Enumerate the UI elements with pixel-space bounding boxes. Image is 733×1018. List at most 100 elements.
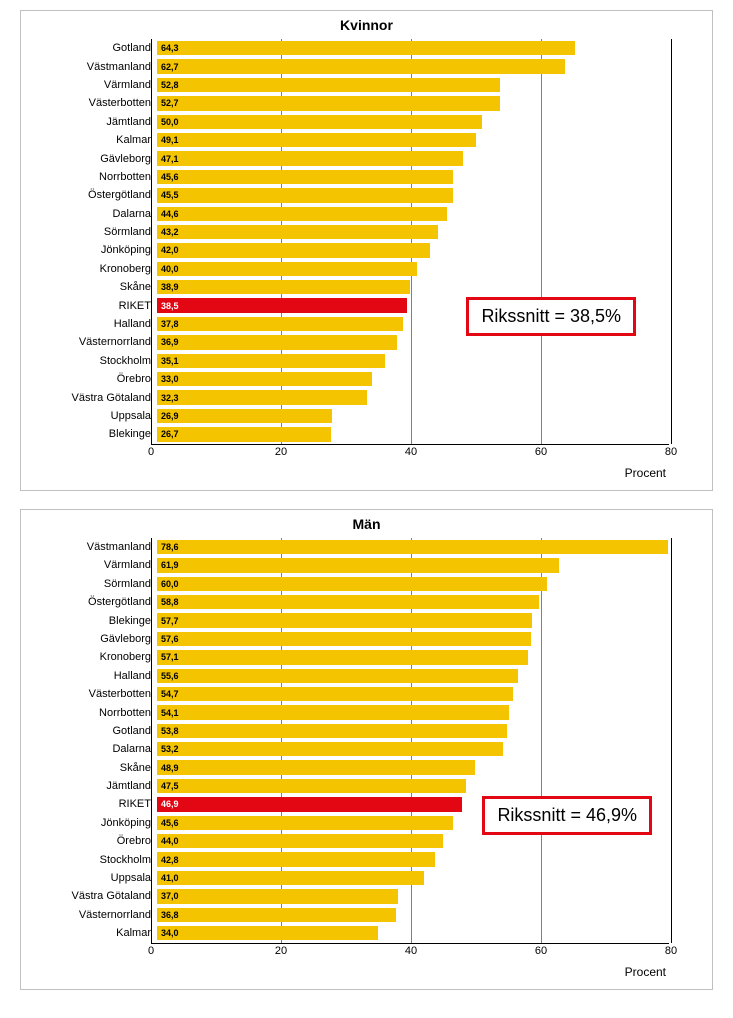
bar-value-label: 49,1 bbox=[161, 135, 179, 145]
bar-value-label: 64,3 bbox=[161, 43, 179, 53]
bar-value-label: 52,8 bbox=[161, 80, 179, 90]
category-label: Värmland bbox=[21, 559, 157, 571]
bar-row: Västmanland62,7 bbox=[21, 57, 712, 75]
bar-row: Dalarna44,6 bbox=[21, 205, 712, 223]
bar-track: 57,6 bbox=[157, 630, 677, 648]
category-label: Västernorrland bbox=[21, 909, 157, 921]
category-label: Västmanland bbox=[21, 61, 157, 73]
bar-row: Västra Götaland37,0 bbox=[21, 887, 712, 905]
bar bbox=[157, 262, 417, 276]
category-label: Skåne bbox=[21, 281, 157, 293]
bar-track: 78,6 bbox=[157, 538, 677, 556]
bar-value-label: 26,7 bbox=[161, 429, 179, 439]
bar-row: Jämtland50,0 bbox=[21, 113, 712, 131]
bar-highlight bbox=[157, 298, 407, 312]
bar-track: 42,8 bbox=[157, 850, 677, 868]
category-label: Västra Götaland bbox=[21, 392, 157, 404]
bar bbox=[157, 871, 424, 885]
category-label: Kalmar bbox=[21, 134, 157, 146]
bar-highlight bbox=[157, 797, 462, 811]
category-label: Gävleborg bbox=[21, 633, 157, 645]
x-axis-line bbox=[151, 943, 669, 944]
bar-track: 47,1 bbox=[157, 149, 677, 167]
bar-row: Värmland52,8 bbox=[21, 76, 712, 94]
bar-row: Blekinge57,7 bbox=[21, 611, 712, 629]
bar-track: 44,6 bbox=[157, 205, 677, 223]
bar-track: 26,7 bbox=[157, 425, 677, 443]
category-label: Västmanland bbox=[21, 541, 157, 553]
bar-row: Gävleborg57,6 bbox=[21, 630, 712, 648]
bar-value-label: 46,9 bbox=[161, 799, 179, 809]
category-label: Norrbotten bbox=[21, 171, 157, 183]
bar-value-label: 54,7 bbox=[161, 689, 179, 699]
x-axis-tick: 40 bbox=[405, 446, 417, 458]
category-label: Jämtland bbox=[21, 780, 157, 792]
x-axis-tick: 80 bbox=[665, 446, 677, 458]
bar bbox=[157, 317, 403, 331]
x-axis-tick: 60 bbox=[535, 446, 547, 458]
bar-value-label: 45,5 bbox=[161, 190, 179, 200]
bar-track: 45,5 bbox=[157, 186, 677, 204]
bar-value-label: 32,3 bbox=[161, 393, 179, 403]
bar-track: 33,0 bbox=[157, 370, 677, 388]
bar-row: Sörmland43,2 bbox=[21, 223, 712, 241]
bar-row: Stockholm35,1 bbox=[21, 352, 712, 370]
x-axis-tick: 0 bbox=[148, 446, 154, 458]
bar-value-label: 42,0 bbox=[161, 245, 179, 255]
bar-value-label: 50,0 bbox=[161, 117, 179, 127]
category-label: Västernorrland bbox=[21, 336, 157, 348]
bar-track: 43,2 bbox=[157, 223, 677, 241]
bar-row: Kalmar 49,1 bbox=[21, 131, 712, 149]
bar bbox=[157, 687, 513, 701]
bar-value-label: 52,7 bbox=[161, 98, 179, 108]
category-label: Örebro bbox=[21, 835, 157, 847]
bar-value-label: 53,8 bbox=[161, 726, 179, 736]
bar-value-label: 38,9 bbox=[161, 282, 179, 292]
bar-track: 57,1 bbox=[157, 648, 677, 666]
category-label: Stockholm bbox=[21, 355, 157, 367]
bar-row: Norrbotten45,6 bbox=[21, 168, 712, 186]
bar-track: 36,8 bbox=[157, 906, 677, 924]
bar bbox=[157, 41, 575, 55]
bar-value-label: 36,8 bbox=[161, 910, 179, 920]
bar bbox=[157, 170, 453, 184]
bar-value-label: 44,6 bbox=[161, 209, 179, 219]
category-label: Kronoberg bbox=[21, 651, 157, 663]
bar bbox=[157, 613, 532, 627]
category-label: Kalmar bbox=[21, 927, 157, 939]
bar-value-label: 38,5 bbox=[161, 301, 179, 311]
bar bbox=[157, 115, 482, 129]
bar bbox=[157, 742, 503, 756]
category-label: Gotland bbox=[21, 725, 157, 737]
bar-row: Örebro44,0 bbox=[21, 832, 712, 850]
bar bbox=[157, 705, 509, 719]
bar bbox=[157, 96, 500, 110]
bar-track: 54,1 bbox=[157, 703, 677, 721]
bar-value-label: 48,9 bbox=[161, 763, 179, 773]
category-label: Östergötland bbox=[21, 596, 157, 608]
x-axis: 020406080Procent bbox=[21, 945, 712, 983]
category-label: Uppsala bbox=[21, 872, 157, 884]
bar-chart: MänVästmanland78,6Värmland61,9Sörmland60… bbox=[20, 509, 713, 990]
bar-track: 32,3 bbox=[157, 388, 677, 406]
bar-track: 40,0 bbox=[157, 260, 677, 278]
bar-row: Uppsala26,9 bbox=[21, 407, 712, 425]
bar bbox=[157, 427, 331, 441]
category-label: RIKET bbox=[21, 798, 157, 810]
bar-value-label: 37,8 bbox=[161, 319, 179, 329]
callout-box: Rikssnitt = 46,9% bbox=[482, 796, 652, 835]
bar bbox=[157, 188, 453, 202]
bar-value-label: 36,9 bbox=[161, 337, 179, 347]
bar bbox=[157, 78, 500, 92]
bar bbox=[157, 243, 430, 257]
bar-value-label: 47,5 bbox=[161, 781, 179, 791]
category-label: Jönköping bbox=[21, 817, 157, 829]
category-label: Halland bbox=[21, 318, 157, 330]
bar-value-label: 42,8 bbox=[161, 855, 179, 865]
bar-value-label: 57,1 bbox=[161, 652, 179, 662]
bars-layer: Västmanland78,6Värmland61,9Sörmland60,0Ö… bbox=[21, 538, 712, 943]
bar-track: 55,6 bbox=[157, 667, 677, 685]
category-label: Kronoberg bbox=[21, 263, 157, 275]
bar-row: Sörmland60,0 bbox=[21, 575, 712, 593]
bar-track: 54,7 bbox=[157, 685, 677, 703]
